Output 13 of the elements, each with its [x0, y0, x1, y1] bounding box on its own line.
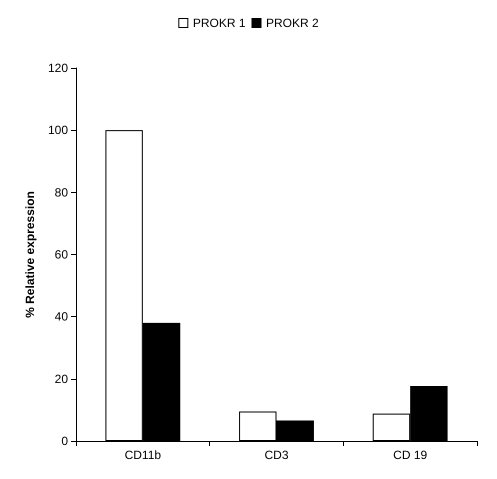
x-tick-label: CD11b	[124, 448, 162, 462]
y-tick-label: 0	[61, 434, 68, 448]
legend-label: PROKR 1	[192, 16, 246, 30]
y-tick-label: 80	[54, 185, 68, 200]
y-tick-label: 40	[54, 310, 68, 324]
legend-label: PROKR 2	[266, 16, 320, 30]
y-tick-label: 100	[48, 123, 68, 138]
y-tick-label: 20	[54, 372, 68, 386]
x-tick-label: CD3	[264, 448, 289, 462]
x-tick-label: CD 19	[393, 448, 428, 462]
y-tick-label: 60	[54, 248, 68, 262]
y-axis-title: % Relative expression	[23, 191, 37, 318]
y-tick-label: 120	[48, 61, 68, 75]
